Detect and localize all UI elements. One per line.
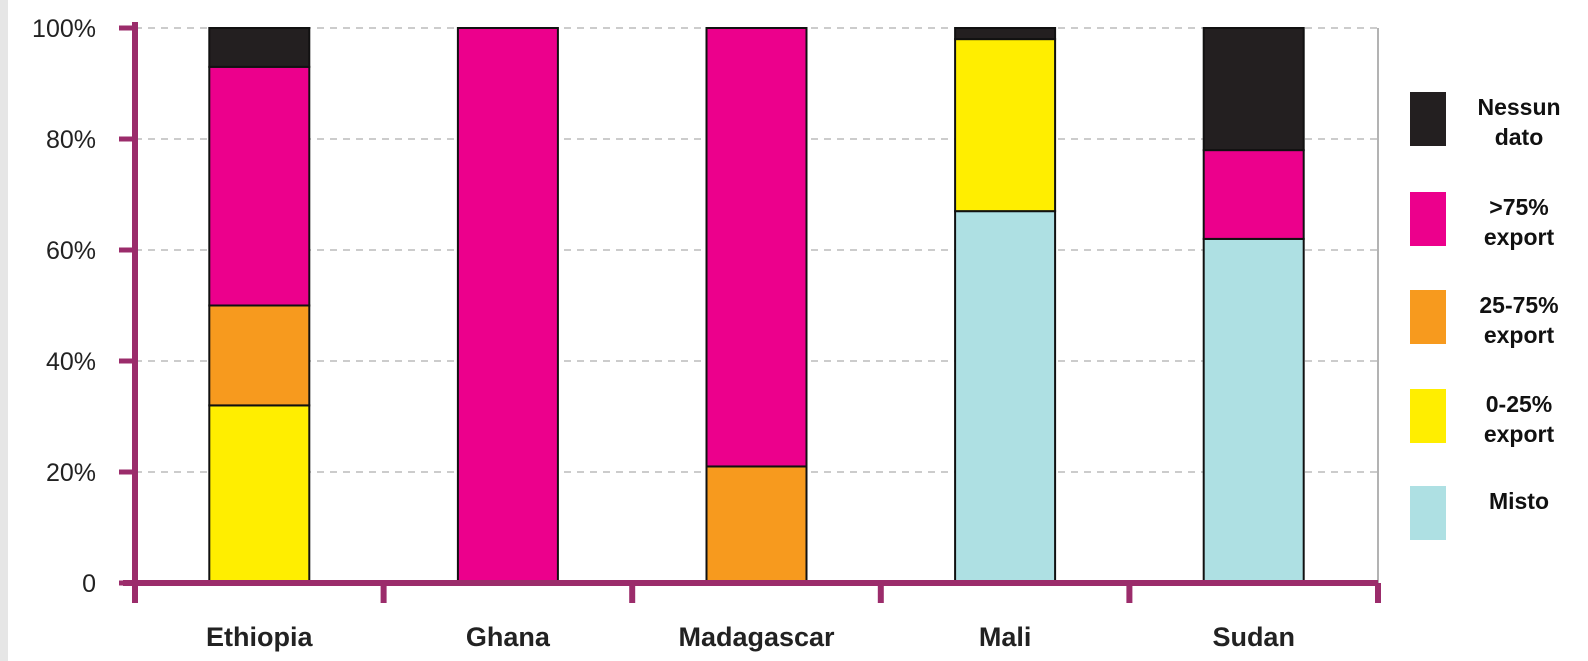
bar-segment: [1202, 27, 1305, 152]
bar-segment: [208, 404, 311, 584]
left-edge-strip: [0, 0, 8, 661]
y-tick-label: 100%: [32, 15, 96, 43]
legend-label: Misto: [1488, 488, 1550, 514]
legend-label: 25-75% export: [1479, 292, 1559, 348]
bar-stack-ethiopia: [208, 27, 311, 584]
bar-segment: [705, 27, 808, 468]
y-tick-labels: 0 20% 40% 60% 80% 100%: [32, 15, 96, 598]
legend-label: 0-25% export: [1483, 391, 1555, 447]
legend-swatch: [1410, 389, 1446, 443]
axes: [119, 22, 1381, 603]
bar-segment: [208, 304, 311, 407]
y-tick-label: 60%: [46, 237, 96, 265]
bar-stack-mali: [954, 27, 1057, 584]
bar-stack-sudan: [1202, 27, 1305, 584]
x-category-label: Ethiopia: [206, 622, 313, 652]
bar-segment: [954, 27, 1057, 41]
y-tick-label: 0: [82, 570, 96, 598]
x-category-label: Mali: [979, 622, 1032, 652]
bar-segment: [1202, 149, 1305, 240]
bar-segment: [954, 210, 1057, 584]
legend-item-misto: Misto: [1410, 486, 1585, 542]
bar-segment: [954, 38, 1057, 213]
bar-segment: [1202, 237, 1305, 584]
x-category-label: Madagascar: [678, 622, 835, 652]
y-tick-label: 80%: [46, 126, 96, 154]
legend-swatch: [1410, 290, 1446, 344]
bar-segment: [208, 27, 311, 68]
gridlines: [135, 27, 1379, 583]
y-tick-label: 20%: [46, 459, 96, 487]
legend-swatch: [1410, 192, 1446, 246]
bars: [208, 27, 1305, 585]
legend-item-over-75-export: >75% export: [1410, 192, 1585, 250]
legend-label: >75% export: [1483, 194, 1555, 250]
y-tick-label: 40%: [46, 348, 96, 376]
bar-segment: [208, 65, 311, 307]
bar-segment: [705, 465, 808, 585]
bar-stack-ghana: [456, 27, 559, 584]
bar-segment: [456, 27, 559, 584]
legend-swatch: [1410, 92, 1446, 146]
legend-swatch: [1410, 486, 1446, 540]
x-category-labels: Ethiopia Ghana Madagascar Mali Sudan: [206, 622, 1295, 652]
x-category-label: Sudan: [1212, 622, 1295, 652]
legend-label: Nessun dato: [1477, 94, 1561, 150]
bar-stack-madagascar: [705, 27, 808, 585]
x-category-label: Ghana: [466, 622, 551, 652]
legend-item-25-75-export: 25-75% export: [1410, 290, 1585, 348]
legend-item-0-25-export: 0-25% export: [1410, 389, 1585, 447]
legend-item-nessun-dato: Nessun dato: [1410, 92, 1585, 150]
